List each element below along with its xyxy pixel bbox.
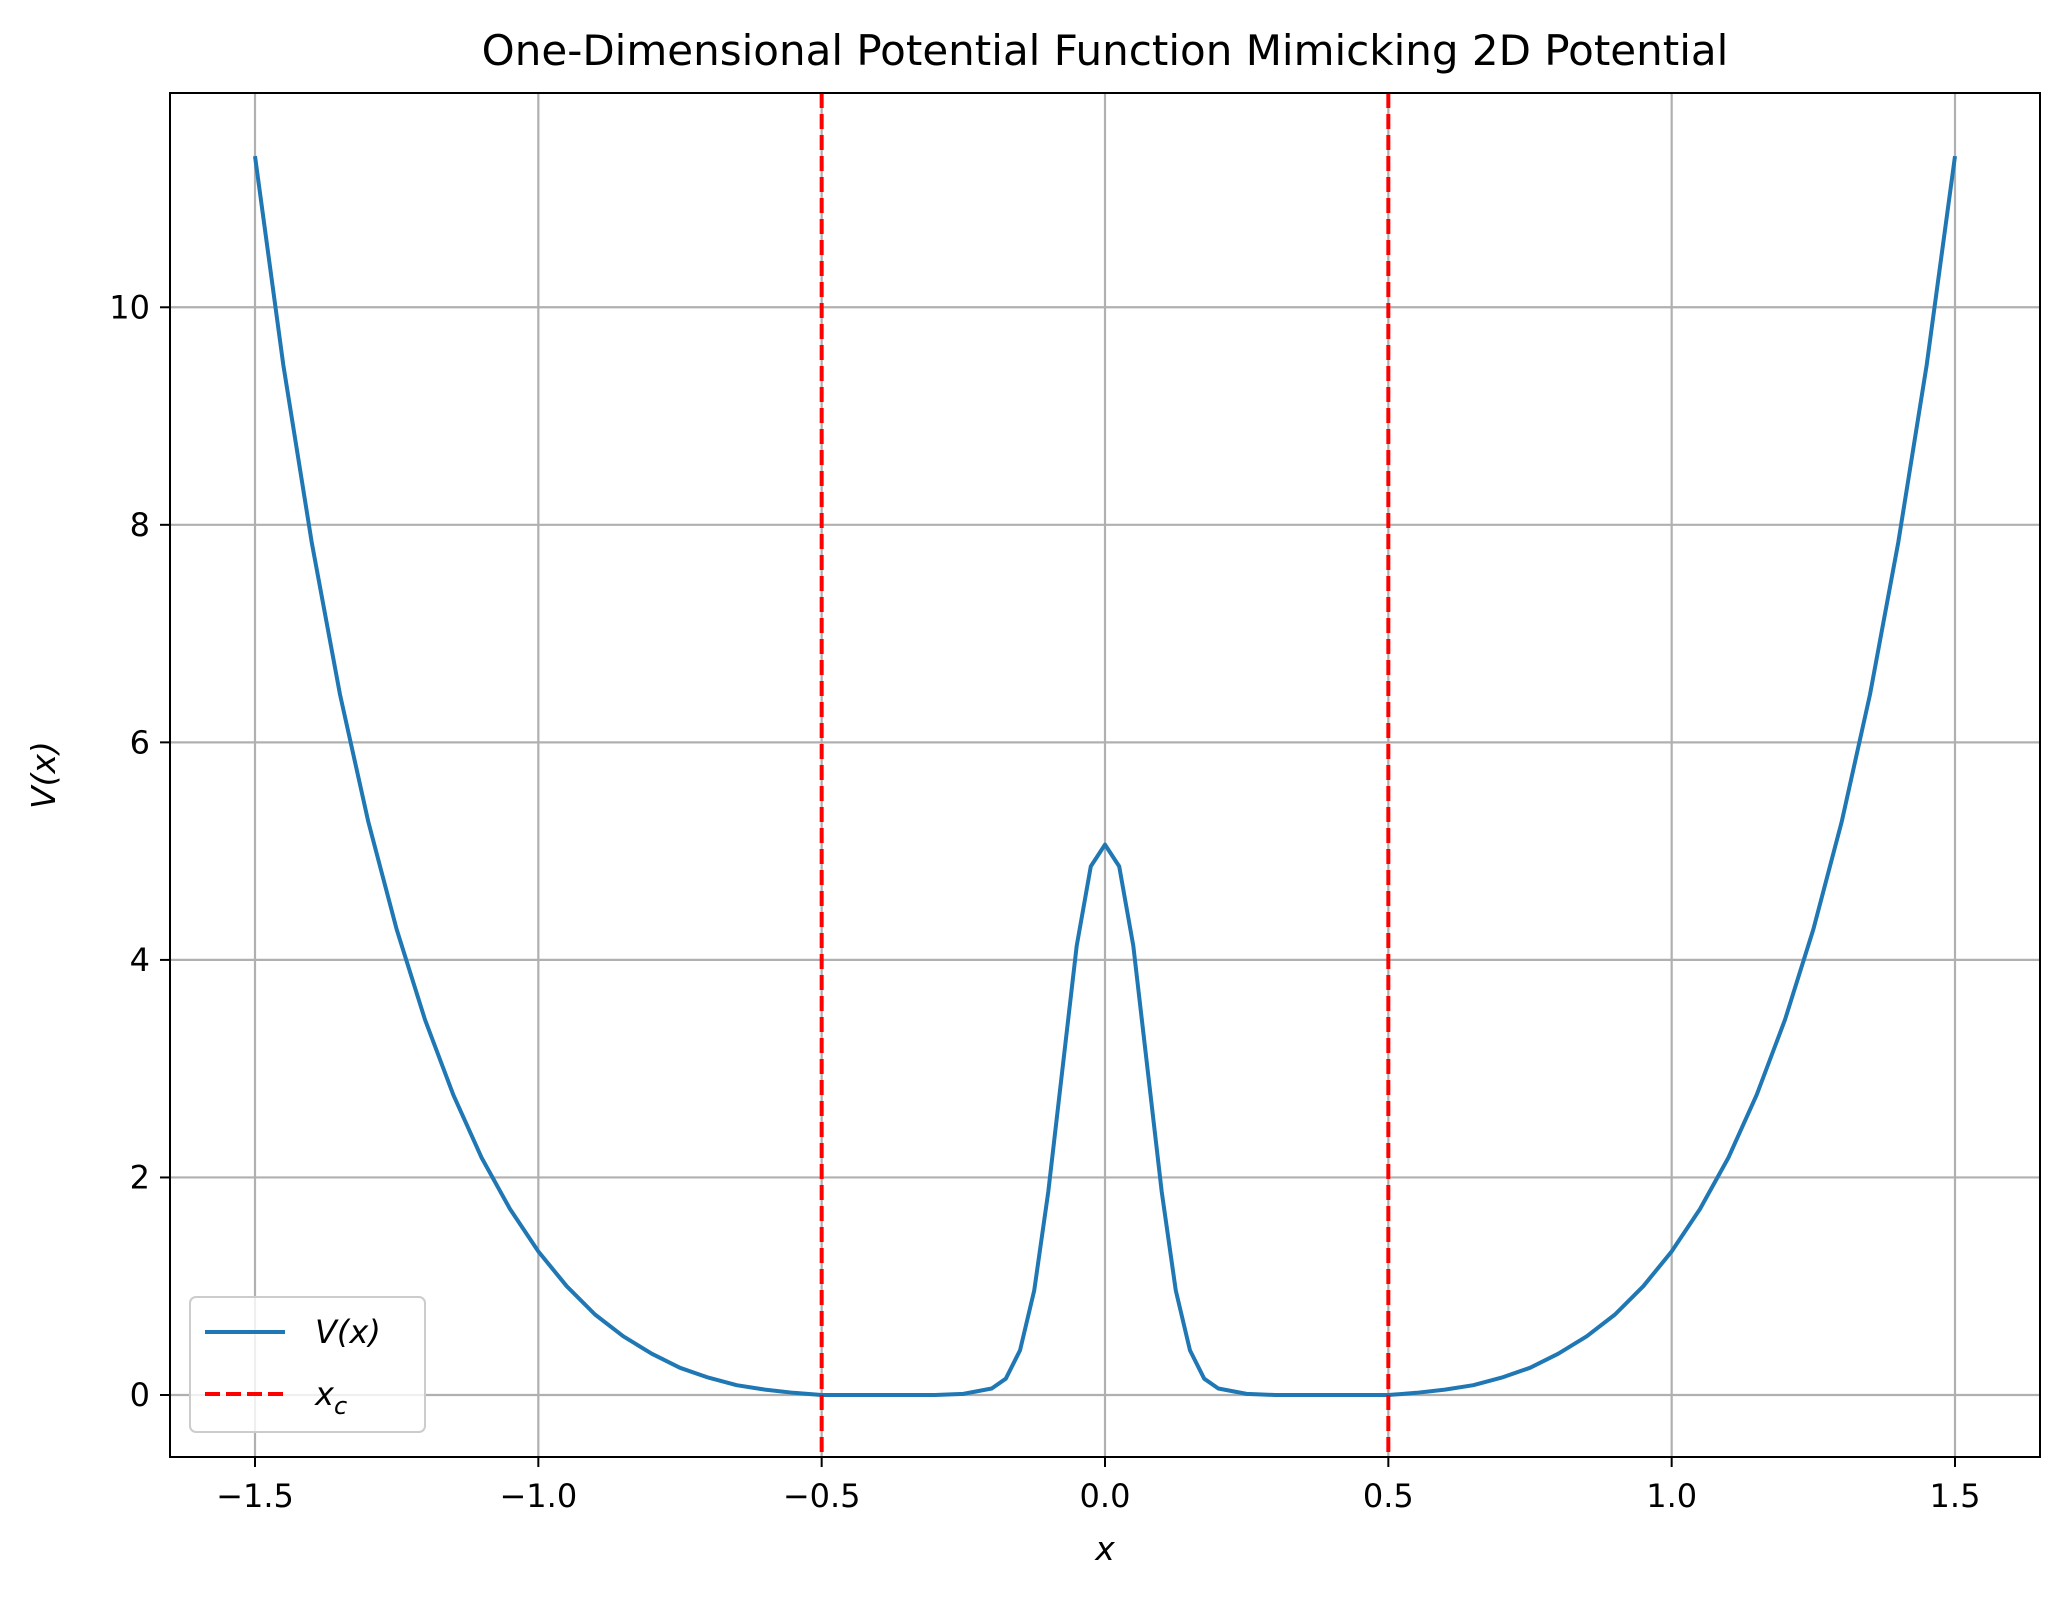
chart-title: One-Dimensional Potential Function Mimic… [482, 26, 1729, 75]
y-tick-label: 6 [130, 723, 150, 761]
x-tick-label: 0.5 [1363, 1477, 1414, 1515]
x-tick-label: 1.0 [1646, 1477, 1697, 1515]
y-tick-label: 2 [130, 1158, 150, 1196]
x-axis-label: x [1094, 1529, 1115, 1568]
x-tick-label: −0.5 [783, 1477, 861, 1515]
plot-area [253, 93, 1957, 1457]
x-tick-label: 1.5 [1930, 1477, 1981, 1515]
ticks: −1.5 −1.0 −0.5 0.0 0.5 1.0 1.5 0 2 4 6 8 10 [109, 288, 1980, 1515]
series-line-vx [253, 155, 1957, 1397]
legend-frame [189, 1296, 426, 1433]
y-tick-label: 10 [109, 288, 150, 326]
y-tick-label: 4 [130, 941, 150, 979]
legend-label: xc [314, 1375, 347, 1420]
legend: V(x) xc [189, 1296, 426, 1433]
legend-label: V(x) [315, 1313, 381, 1351]
x-tick-label: −1.0 [499, 1477, 577, 1515]
y-tick-label: 0 [130, 1376, 150, 1414]
y-axis-label: V(x) [24, 741, 63, 809]
y-tick-label: 8 [130, 506, 150, 544]
x-tick-label: −1.5 [216, 1477, 294, 1515]
x-tick-label: 0.0 [1080, 1477, 1131, 1515]
